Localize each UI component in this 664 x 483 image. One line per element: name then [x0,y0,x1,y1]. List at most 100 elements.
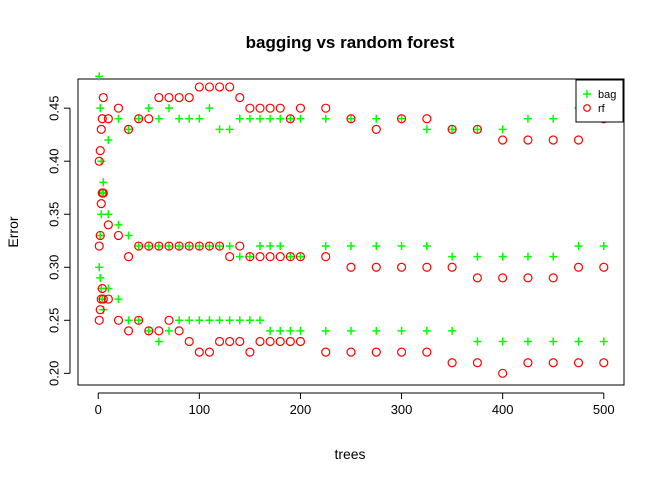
point-bag [286,326,295,335]
point-bag [498,252,507,261]
x-tick-label: 300 [391,402,413,417]
point-bag [266,326,275,335]
point-rf [548,358,558,368]
point-rf [548,135,558,145]
point-rf [204,82,215,92]
point-rf [285,336,295,347]
point-bag [124,316,133,325]
point-rf [113,315,124,325]
point-bag [372,326,381,335]
point-bag [549,252,558,261]
point-bag [225,242,234,251]
data-points [94,72,609,378]
point-rf [548,273,558,283]
point-rf [472,358,482,368]
point-rf [144,241,154,251]
point-bag [256,242,264,251]
point-rf [422,347,432,357]
point-rf [523,358,533,368]
point-rf [523,135,533,145]
point-bag [286,252,295,261]
legend: bag rf [575,79,624,123]
series-bag-lower [95,263,608,346]
point-rf [164,241,174,251]
point-bag [266,242,275,251]
point-rf [154,92,164,103]
point-rf [95,145,105,156]
point-rf [346,262,356,272]
point-bag [321,242,330,251]
point-rf [184,241,194,251]
point-bag [296,252,305,261]
point-bag [397,114,406,123]
point-bag [296,114,305,123]
point-rf [174,92,184,103]
series-rf-upper [94,82,609,166]
point-rf [255,103,265,113]
point-rf [103,294,113,304]
point-rf [321,252,331,262]
point-bag [245,316,254,325]
y-axis: 0.20 0.25 0.30 0.35 0.40 0.45 [47,96,71,386]
y-tick-label: 0.20 [47,361,62,386]
point-rf [235,241,245,251]
point-rf [447,262,457,272]
point-rf [214,82,225,92]
point-bag [154,337,163,346]
point-rf [194,241,204,251]
point-bag [498,337,507,346]
x-axis-label: trees [334,446,365,462]
point-bag [473,337,482,346]
point-rf [194,82,204,92]
point-rf [225,82,235,92]
series-rf-middle [94,188,609,283]
point-bag [574,337,583,346]
point-bag [549,337,558,346]
point-rf [599,358,609,368]
point-rf [225,336,235,347]
point-rf [123,326,134,336]
point-bag [473,125,482,134]
point-rf [599,262,609,272]
point-bag [175,242,184,251]
point-rf [371,347,381,357]
point-rf [523,273,533,283]
series-rf-lower [94,283,609,378]
point-bag [144,242,153,251]
point-rf [98,188,108,198]
point-bag [114,220,123,229]
point-bag [574,242,583,251]
point-rf [265,336,275,347]
point-rf [97,114,107,124]
point-rf [245,252,255,262]
point-rf [346,347,356,357]
point-rf [346,114,356,124]
point-bag [523,337,532,346]
point-rf [275,252,285,262]
point-bag [397,326,406,335]
point-bag [154,242,163,251]
point-rf [134,241,144,251]
point-rf [235,92,245,103]
point-rf [95,305,105,315]
point-bag [154,114,163,123]
point-rf [103,114,113,124]
point-bag [165,242,173,251]
point-bag [215,125,224,134]
x-tick-label: 500 [593,402,615,417]
point-rf [321,103,331,113]
point-bag [114,295,123,304]
point-rf [164,92,174,103]
point-rf [275,103,285,113]
point-bag [397,242,406,251]
point-rf [498,135,508,145]
point-rf [422,262,432,272]
point-bag [448,252,457,261]
point-bag [195,316,204,325]
point-rf [214,336,225,347]
point-rf [123,252,134,262]
point-bag [372,242,381,251]
point-bag [321,114,330,123]
point-bag [95,263,104,272]
point-bag [245,114,254,123]
